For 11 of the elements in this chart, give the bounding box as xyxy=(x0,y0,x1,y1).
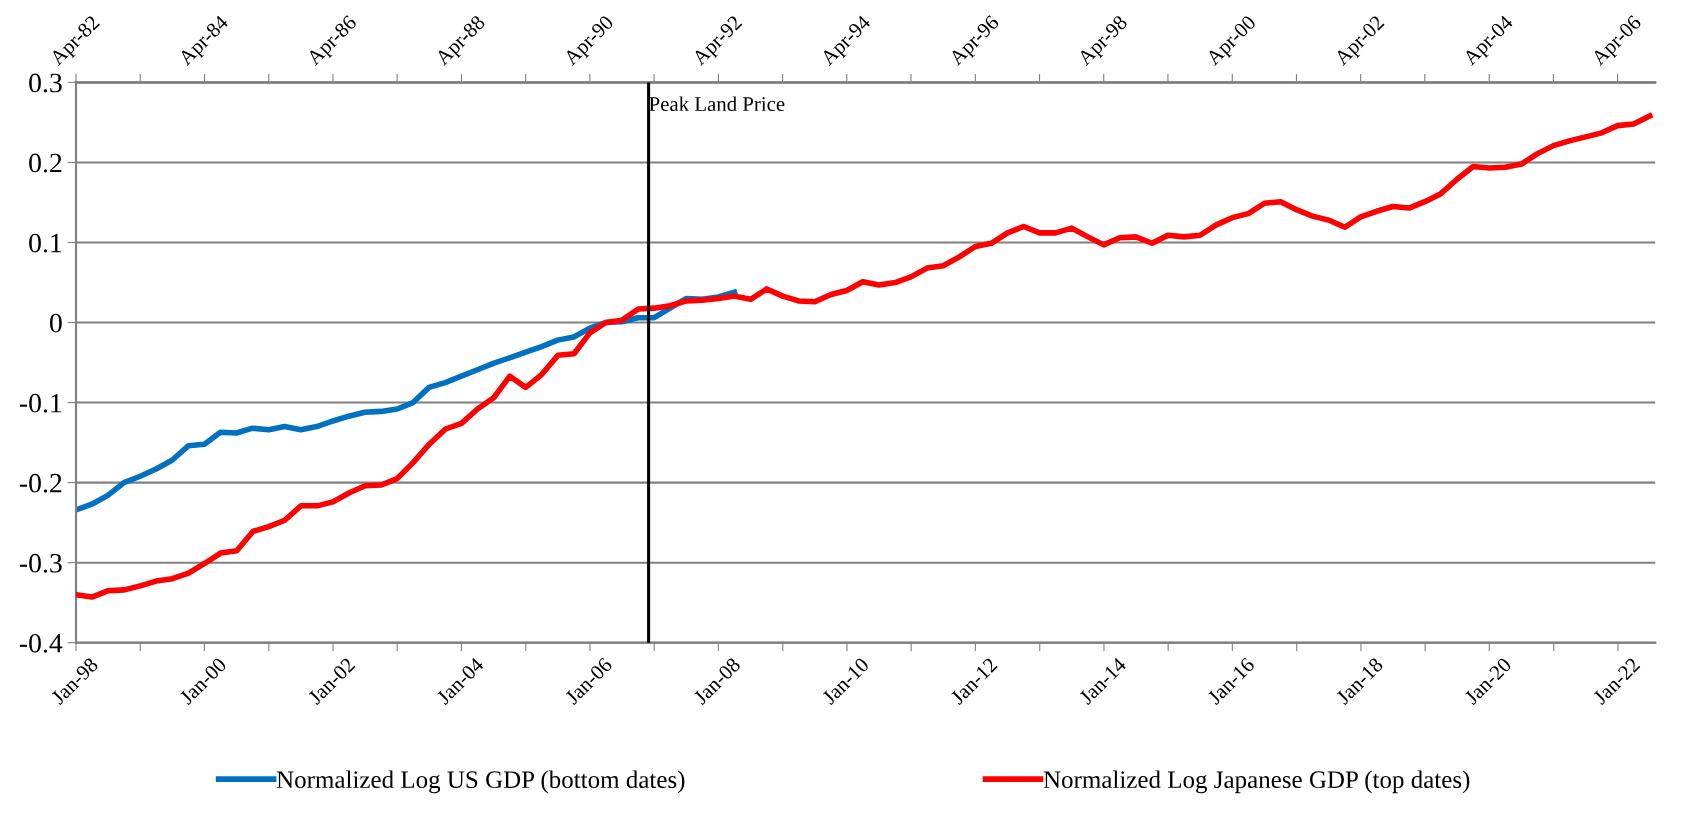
y-tick-label: -0.2 xyxy=(19,473,62,493)
ref-line-label: Peak Land Price xyxy=(649,96,785,112)
legend-label: Normalized Log Japanese GDP (top dates) xyxy=(1043,770,1470,794)
y-tick-label: 0.2 xyxy=(29,153,62,173)
legend-label: Normalized Log US GDP (bottom dates) xyxy=(276,770,685,794)
y-tick-label: 0 xyxy=(49,313,62,333)
y-tick-label: -0.1 xyxy=(19,393,62,413)
y-tick-label: -0.3 xyxy=(19,553,62,573)
y-tick-label: 0.1 xyxy=(29,233,62,253)
y-tick-label: -0.4 xyxy=(19,633,63,653)
y-tick-label: 0.3 xyxy=(29,73,62,93)
